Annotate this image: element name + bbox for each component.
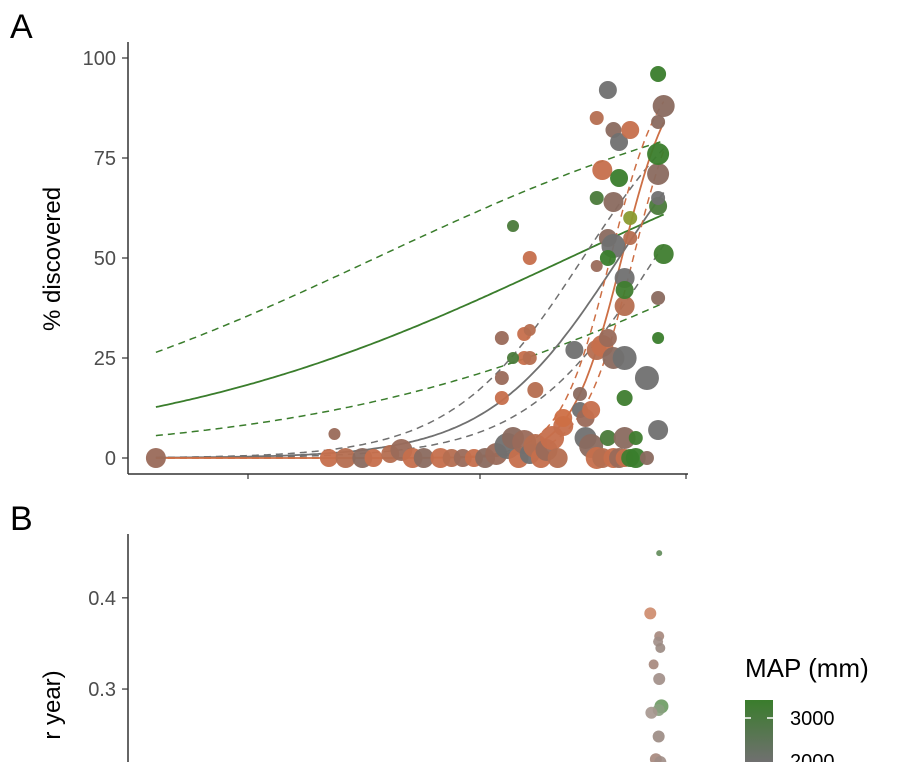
panel-a-point: [610, 169, 629, 187]
panel-a-point: [653, 244, 674, 264]
panel-a-point: [547, 448, 568, 468]
panel-a-point: [610, 133, 629, 151]
panel-a-point: [572, 387, 587, 401]
panel-b-points: [644, 550, 669, 762]
panel-a-point: [335, 448, 356, 468]
panel-a-point: [319, 449, 338, 467]
panel-a-point: [598, 81, 617, 99]
panel-a-fit-curve: [155, 213, 665, 408]
legend-colorbar: [745, 700, 773, 762]
panel-a-point: [598, 329, 617, 347]
panel-a-point: [628, 431, 643, 445]
panel-a-y-axis-title: % discovered: [39, 187, 66, 331]
panel-b-point: [654, 756, 667, 762]
panel-a-point: [612, 346, 637, 370]
panel-a-label: A: [10, 8, 33, 46]
panel-a-point: [507, 352, 520, 364]
panel-a-point: [523, 324, 536, 336]
panel-b-y-tick-label: 0.3: [88, 679, 116, 701]
panel-a-point: [613, 427, 636, 449]
panel-a-fit-ci-upper: [155, 147, 665, 459]
panel-a-point: [507, 220, 520, 232]
panel-a-point: [599, 430, 616, 446]
panel-a-y-tick-label: 0: [105, 448, 116, 470]
panel-a-fit-ci-lower: [155, 302, 664, 437]
panel-a-point: [651, 191, 666, 205]
panel-a-point: [616, 390, 633, 406]
panel-b-point: [644, 607, 657, 620]
panel-a-point: [145, 448, 166, 468]
panel-a-point: [650, 66, 667, 82]
panel-a-point: [625, 448, 646, 468]
panel-a-point: [615, 281, 634, 299]
panel-a-point: [590, 260, 603, 272]
panel-a-y-ticks: 0 25 50 75 100: [83, 48, 128, 470]
panel-a-point: [413, 448, 434, 468]
panel-a-point: [589, 191, 604, 205]
panel-a-point: [582, 401, 601, 419]
panel-a-point: [647, 163, 670, 185]
panel-a-point: [494, 391, 509, 405]
panel-a-point: [589, 111, 604, 125]
panel-b-point: [656, 550, 663, 557]
panel-b-point: [655, 643, 666, 653]
panel-a-point: [494, 331, 509, 345]
panel-a-y-tick-label: 50: [94, 248, 116, 270]
panel-b-point: [653, 673, 666, 686]
panel-a-y-tick-label: 100: [83, 48, 116, 70]
panel-a-point: [652, 332, 665, 344]
panel-a-point: [603, 192, 624, 212]
panel-a-point: [527, 382, 544, 398]
panel-a-point: [647, 143, 670, 165]
panel-a-point: [623, 211, 638, 225]
panel-a-point: [623, 231, 638, 245]
panel-a-point: [599, 250, 616, 266]
panel-a-y-tick-label: 75: [94, 148, 116, 170]
panel-b-point: [648, 659, 659, 670]
panel-a-point: [522, 251, 537, 265]
panel-a-point: [522, 351, 537, 365]
panel-a-point: [565, 341, 584, 359]
panel-a-point: [639, 451, 654, 465]
panel-b-y-tick-label: 0.4: [88, 588, 116, 610]
legend-label-3000: 3000: [790, 708, 835, 730]
panel-b-point: [652, 730, 665, 743]
panel-a-point: [652, 95, 675, 117]
panel-a-points: [145, 66, 675, 469]
panel-a-point: [592, 160, 613, 180]
panel-a-point: [634, 366, 659, 390]
panel-a-y-tick-label: 25: [94, 348, 116, 370]
panel-a-point: [651, 291, 666, 305]
panel-a-point: [651, 115, 666, 129]
panel-a-fit-ci-upper: [155, 140, 664, 354]
legend-title: MAP (mm): [745, 653, 869, 683]
panel-a-point: [494, 371, 509, 385]
panel-b-label: B: [10, 500, 33, 538]
panel-a-point: [364, 449, 383, 467]
panel-a-point: [554, 409, 573, 427]
panel-a-point: [648, 420, 669, 440]
legend-label-2000: 2000: [790, 751, 835, 762]
legend: MAP (mm) 3000 2000: [745, 653, 869, 762]
panel-b-point: [645, 706, 658, 719]
panel-a-point: [621, 121, 640, 139]
panel-a-plot: % discovered 0 25 50 75 100: [39, 42, 688, 479]
panel-a-point: [328, 428, 341, 440]
panel-b-y-axis-title: r year): [39, 670, 66, 739]
panel-b-y-ticks: 0.3 0.4: [88, 588, 128, 701]
panel-a-point: [614, 296, 635, 316]
panel-b-plot: r year) 0.3 0.4: [39, 534, 669, 762]
